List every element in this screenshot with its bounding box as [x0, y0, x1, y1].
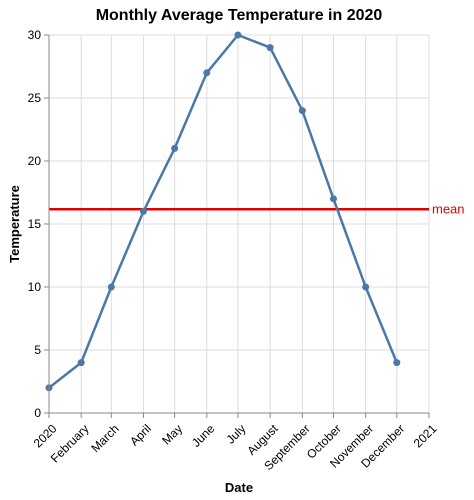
y-tick-label: 0 — [34, 406, 41, 420]
data-point — [329, 195, 337, 203]
x-tick-label: July — [223, 422, 248, 447]
x-tick-label: May — [159, 422, 185, 448]
series-line — [47, 33, 399, 390]
x-tick-label: April — [127, 422, 154, 449]
x-tick-label: 2021 — [411, 421, 440, 450]
mean-label: mean — [432, 201, 465, 216]
x-tick-label: 2020 — [31, 421, 60, 450]
y-tick-label: 30 — [28, 28, 42, 42]
y-tick-label: 10 — [28, 280, 42, 294]
data-point — [362, 283, 370, 291]
y-tick-label: 5 — [34, 343, 41, 357]
mean-rule-layer: mean — [49, 201, 465, 216]
data-point — [266, 44, 274, 52]
chart-title: Monthly Average Temperature in 2020 — [96, 7, 383, 24]
x-tick-label: June — [189, 421, 218, 450]
data-point — [171, 144, 179, 152]
y-tick-label: 25 — [28, 91, 42, 105]
data-point — [234, 31, 242, 39]
series-layer — [45, 31, 401, 392]
y-axis-title: Temperature — [7, 185, 22, 263]
data-point — [107, 283, 115, 291]
grid — [48, 34, 430, 414]
y-tick-label: 15 — [28, 217, 42, 231]
data-point — [139, 207, 147, 215]
x-axis-title: Date — [225, 480, 253, 495]
data-point — [203, 69, 211, 77]
x-tick-label: March — [88, 422, 121, 455]
data-point — [77, 359, 85, 367]
y-tick-label: 20 — [28, 154, 42, 168]
data-point — [393, 359, 401, 367]
data-point — [298, 107, 306, 115]
